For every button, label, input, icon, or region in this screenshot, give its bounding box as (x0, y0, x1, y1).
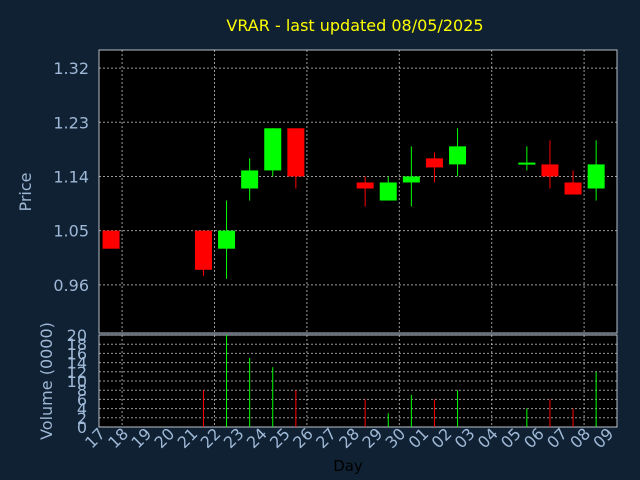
candle-body (356, 182, 374, 189)
candle-body (241, 170, 259, 189)
x-axis-label: Day (333, 457, 363, 475)
volume-tick-label: 8 (77, 381, 87, 400)
price-tick-label: 1.32 (53, 59, 89, 78)
candle-body (587, 164, 605, 189)
volume-tick-label: 20 (67, 326, 87, 345)
price-candles (102, 128, 605, 279)
volume-tick-label: 14 (67, 354, 87, 373)
grid-lines (99, 50, 617, 428)
candle-body (564, 182, 582, 195)
volume-tick-label: 0 (77, 418, 87, 437)
volume-bars (202, 335, 597, 427)
candle-body (379, 182, 397, 201)
price-tick-label: 1.14 (53, 167, 89, 186)
candle-body (425, 158, 443, 168)
price-tick-label: 0.96 (53, 276, 89, 295)
volume-tick-label: 16 (67, 344, 87, 363)
volume-panel (98, 334, 618, 428)
candle-body (449, 146, 467, 165)
volume-tick-label: 18 (67, 335, 87, 354)
volume-tick-label: 6 (77, 390, 87, 409)
candle-body (402, 176, 420, 183)
price-axis-label: Price (16, 172, 35, 211)
candle-body (264, 128, 282, 171)
volume-tick-label: 10 (67, 372, 87, 391)
candle-body (287, 128, 305, 177)
price-tick-label: 1.05 (53, 222, 89, 241)
price-panel (98, 49, 618, 334)
candle-body (518, 162, 536, 165)
x-tick-label: 09 (589, 424, 617, 452)
volume-tick-label: 2 (77, 409, 87, 428)
candle-body (102, 230, 120, 249)
chart-title: VRAR - last updated 08/05/2025 (226, 16, 483, 35)
price-tick-label: 1.23 (53, 113, 89, 132)
candle-body (194, 230, 212, 270)
candle-body (218, 230, 236, 249)
candle-body (541, 164, 559, 177)
volume-tick-label: 12 (67, 363, 87, 382)
volume-tick-label: 4 (77, 400, 87, 419)
volume-axis-label: Volume (0000) (37, 322, 56, 440)
